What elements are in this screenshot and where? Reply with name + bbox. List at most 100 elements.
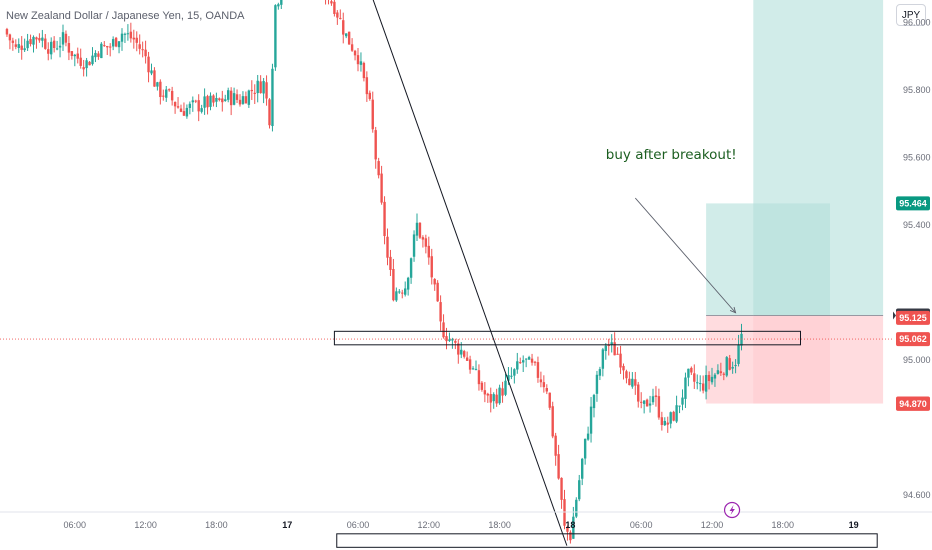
candle-body <box>734 365 737 367</box>
candle-body <box>117 41 121 48</box>
price-label-badge <box>896 196 930 211</box>
candle-body <box>200 108 203 112</box>
candle-body <box>173 101 177 107</box>
y-tick-label: 95.400 <box>903 220 931 230</box>
candle-body <box>672 411 675 421</box>
candle-body <box>14 44 17 47</box>
candle-body <box>271 68 274 127</box>
currency-button[interactable]: JPY <box>896 4 926 26</box>
candle-body <box>719 371 723 374</box>
candle-body <box>519 362 522 364</box>
candle-body <box>35 37 38 40</box>
candle-body <box>253 92 256 94</box>
candle-body <box>215 97 218 102</box>
y-tick-label: 95.800 <box>903 85 931 95</box>
candle-body <box>610 342 613 345</box>
candle-body <box>32 36 35 45</box>
candle-body <box>241 96 245 104</box>
candle-body <box>415 222 419 236</box>
candle-body <box>5 29 9 35</box>
candle-body <box>339 17 342 19</box>
candle-body <box>191 100 194 103</box>
candle-body <box>333 1 336 14</box>
candle-body <box>716 370 720 374</box>
candle-body <box>8 34 12 41</box>
candle-body <box>539 379 543 383</box>
candle-body <box>693 373 696 382</box>
candle-body <box>465 357 469 361</box>
candle-body <box>135 37 138 43</box>
candle-body <box>147 56 150 73</box>
candle-body <box>657 396 661 418</box>
candle-body <box>79 57 82 66</box>
candle-body <box>524 358 528 360</box>
candle-body <box>684 377 687 399</box>
candle-body <box>498 387 501 404</box>
candle-body <box>651 396 655 403</box>
candle-body <box>690 367 693 373</box>
candle-body <box>250 89 253 92</box>
candle-body <box>569 532 572 541</box>
candle-body <box>342 20 345 35</box>
candle-body <box>421 237 425 240</box>
candle-body <box>427 245 430 258</box>
candle-body <box>336 12 339 18</box>
candle-body <box>20 45 23 50</box>
candle-body <box>377 161 380 176</box>
candle-body <box>371 99 374 130</box>
candle-body <box>622 365 625 371</box>
candle-body <box>572 516 575 539</box>
candle-body <box>141 49 144 51</box>
candle-body <box>460 349 463 355</box>
candle-body <box>262 81 265 94</box>
candle-body <box>380 173 383 203</box>
candle-body <box>159 81 162 98</box>
candle-body <box>106 46 109 48</box>
candle-body <box>182 111 186 116</box>
x-tick-label: 18 <box>565 520 575 530</box>
candle-body <box>274 5 277 68</box>
candle-body <box>350 44 354 51</box>
candle-body <box>725 357 728 376</box>
y-tick-label: 96.000 <box>903 18 931 28</box>
x-tick-label: 06:00 <box>347 520 370 530</box>
candle-body <box>430 256 433 278</box>
x-tick-label: 06:00 <box>630 520 653 530</box>
candle-body <box>507 375 510 381</box>
price-label-text: 94.870 <box>899 399 927 409</box>
candle-body <box>197 100 200 112</box>
candle-body <box>675 405 678 422</box>
last-price-marker <box>893 311 896 320</box>
candle-body <box>710 376 714 383</box>
candle-body <box>696 382 699 384</box>
chart-title: New Zealand Dollar / Japanese Yen, 15, O… <box>6 10 245 22</box>
candle-body <box>704 375 708 392</box>
candle-body <box>100 43 103 59</box>
candle-body <box>97 53 100 57</box>
candle-body <box>589 406 593 434</box>
candle-body <box>38 38 41 41</box>
candle-body <box>194 100 197 102</box>
lightning-bolt <box>729 505 735 515</box>
candle-body <box>468 359 472 370</box>
x-tick-label: 19 <box>849 520 859 530</box>
candle-body <box>221 98 224 103</box>
candle-body <box>477 370 481 385</box>
candle-body <box>29 39 32 45</box>
candle-body <box>489 394 492 403</box>
candle-body <box>406 277 410 290</box>
candle-body <box>383 201 386 237</box>
candle-body <box>61 32 65 45</box>
candle-body <box>713 374 717 379</box>
candle-body <box>480 382 484 390</box>
candle-body <box>176 106 180 108</box>
candle-body <box>616 353 619 355</box>
candle-body <box>64 33 68 43</box>
candle-body <box>442 322 445 338</box>
candle-body <box>111 39 115 47</box>
candle-body <box>607 344 610 347</box>
candle-body <box>501 388 504 396</box>
candle-body <box>165 89 168 98</box>
candle-body <box>398 291 401 293</box>
